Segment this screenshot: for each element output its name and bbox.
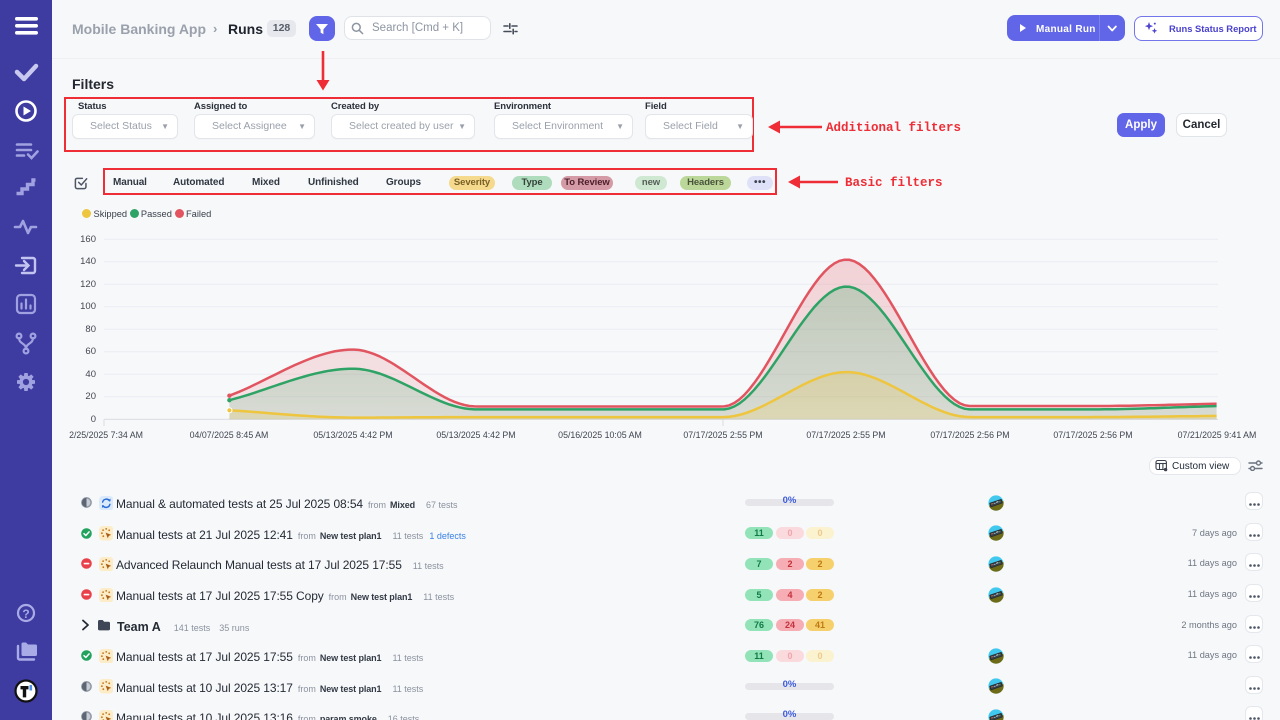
svg-text:?: ?	[22, 607, 29, 621]
svg-text:Manual Run: Manual Run	[1036, 24, 1096, 35]
